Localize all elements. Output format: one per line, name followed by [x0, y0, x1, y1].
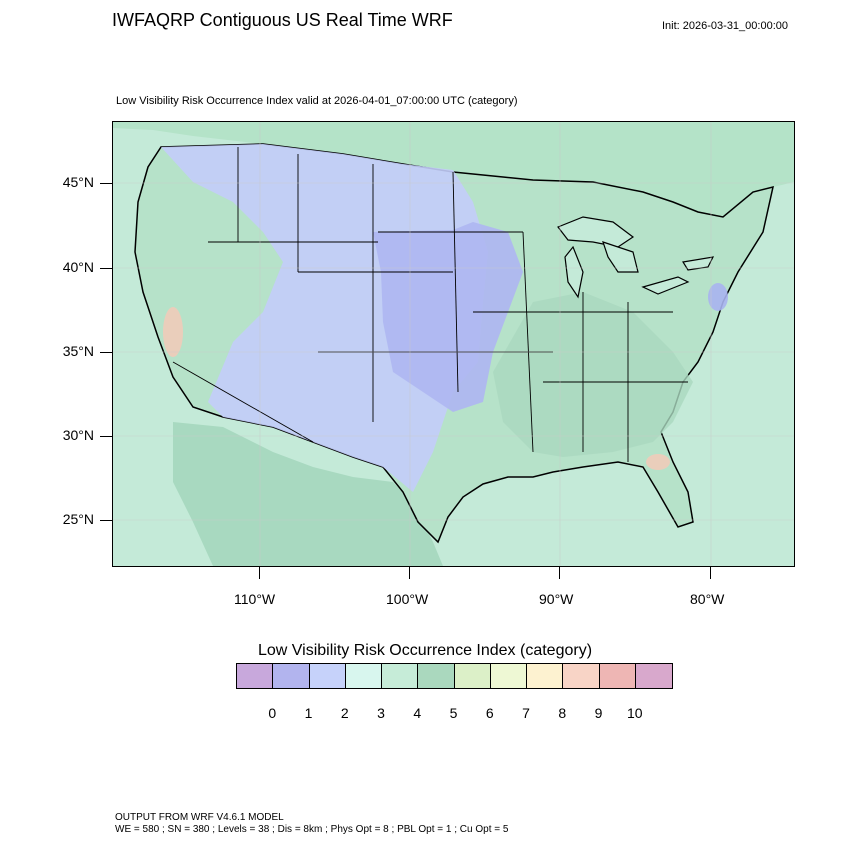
lake-erie: [641, 276, 690, 295]
lon-label-110w: 110°W: [234, 591, 276, 607]
legend-label-4: 4: [413, 705, 422, 721]
lat-tick: [100, 268, 112, 269]
legend-label-6: 6: [485, 705, 494, 721]
florida-hotspot: [646, 454, 670, 470]
legend-label-8: 8: [558, 705, 567, 721]
legend-label-0: 0: [268, 705, 277, 721]
lon-tick: [710, 567, 711, 579]
legend-label-9: 9: [594, 705, 603, 721]
california-hotspot: [163, 307, 183, 357]
legend-label-2: 2: [340, 705, 349, 721]
lat-label-25: 25°N: [62, 511, 94, 527]
lon-label-100w: 100°W: [386, 591, 429, 607]
map-panel: [112, 121, 795, 567]
lat-tick: [100, 520, 112, 521]
legend-swatch-10: [599, 664, 636, 688]
legend-swatch-4: [382, 664, 419, 688]
legend-colorbar: [236, 663, 673, 689]
lon-tick: [409, 567, 410, 579]
legend-swatch-7: [490, 664, 527, 688]
legend-swatch-8: [527, 664, 564, 688]
page-title: IWFAQRP Contiguous US Real Time WRF: [112, 10, 453, 30]
graticule: [113, 122, 794, 566]
southeast-moderate-region: [493, 292, 693, 457]
legend-title: Low Visibility Risk Occurrence Index (ca…: [257, 642, 593, 659]
init-time: Init: 2026-03-31_00:00:00: [662, 20, 788, 32]
map-canvas: [113, 122, 794, 566]
lake-huron: [602, 241, 639, 273]
chesapeake-region: [708, 283, 728, 311]
legend-swatch-6: [454, 664, 491, 688]
legend-label-5: 5: [449, 705, 458, 721]
legend-swatch-2: [309, 664, 346, 688]
west-low-risk-region: [161, 144, 488, 492]
legend-swatch-5: [418, 664, 455, 688]
legend-label-7: 7: [522, 705, 530, 721]
legend-swatch-0: [237, 664, 274, 688]
lon-tick: [559, 567, 560, 579]
canada-region: [113, 122, 794, 217]
lake-ontario: [682, 256, 715, 271]
lat-label-45: 45°N: [62, 174, 94, 190]
lat-label-30: 30°N: [62, 427, 94, 443]
footer-run-params: WE = 580 ; SN = 380 ; Levels = 38 ; Dis …: [115, 824, 509, 835]
lat-tick: [100, 352, 112, 353]
legend-label-3: 3: [377, 705, 385, 721]
footer-model-info: OUTPUT FROM WRF V4.6.1 MODEL: [115, 812, 284, 823]
lake-superior: [557, 216, 635, 248]
lon-tick: [259, 567, 260, 579]
legend-swatch-3: [345, 664, 382, 688]
legend-swatch-1: [273, 664, 310, 688]
plains-low-risk-region: [373, 222, 523, 412]
lat-tick: [100, 436, 112, 437]
legend-label-1: 1: [304, 705, 313, 721]
legend-swatch-9: [563, 664, 600, 688]
legend-swatch-11: [635, 664, 672, 688]
lon-label-90w: 90°W: [539, 591, 574, 607]
mexico-region: [173, 422, 443, 566]
lat-label-35: 35°N: [62, 343, 94, 359]
map-subtitle: Low Visibility Risk Occurrence Index val…: [116, 95, 518, 107]
legend-label-10: 10: [626, 705, 643, 721]
lon-label-80w: 80°W: [690, 591, 725, 607]
lat-label-40: 40°N: [62, 259, 94, 275]
lat-tick: [100, 183, 112, 184]
